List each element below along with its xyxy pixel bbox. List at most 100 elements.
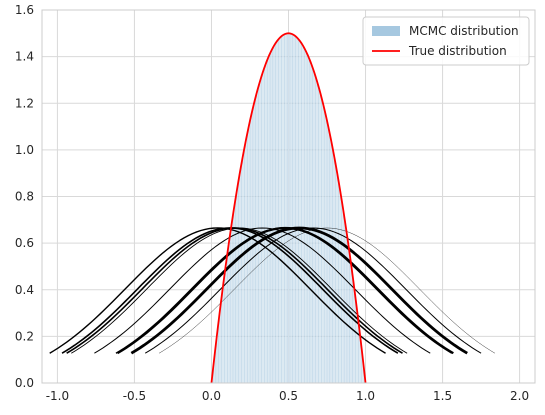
histogram-bar xyxy=(228,240,231,384)
histogram-bar xyxy=(271,48,274,384)
histogram-bar xyxy=(296,37,298,384)
histogram-bar xyxy=(266,58,269,384)
proposal-curve xyxy=(158,227,496,354)
x-tick-label: 1.0 xyxy=(356,389,375,403)
histogram-bar xyxy=(272,45,275,384)
y-tick-label: 0.6 xyxy=(15,236,34,250)
histogram-bar xyxy=(331,146,334,384)
histogram-bar xyxy=(309,62,312,384)
histogram-bar xyxy=(242,154,244,384)
histogram-bar xyxy=(334,163,337,384)
histogram-bar xyxy=(226,251,229,384)
proposal-curve xyxy=(66,227,403,354)
histogram-bar xyxy=(277,39,280,384)
histogram-bar xyxy=(285,33,288,384)
histogram-bar xyxy=(265,62,268,384)
y-tick-label: 1.2 xyxy=(15,96,34,110)
histogram-bar xyxy=(336,171,338,384)
x-axis-ticks: -1.0 -0.5 0.0 0.5 1.0 1.5 2.0 xyxy=(46,389,529,403)
histogram-bar xyxy=(239,171,241,384)
histogram-bar xyxy=(294,36,297,384)
legend: MCMC distribution True distribution xyxy=(362,16,530,66)
histogram-bar xyxy=(300,43,303,384)
histogram-bar xyxy=(220,297,223,384)
histogram-bar xyxy=(354,297,357,384)
histogram-bar xyxy=(225,262,228,384)
histogram-bar xyxy=(337,180,340,384)
histogram-bar xyxy=(325,117,328,384)
histogram-bar xyxy=(289,33,292,384)
proposal-curve xyxy=(115,227,453,354)
histogram-bar xyxy=(323,110,326,384)
histogram-bar xyxy=(328,131,331,384)
y-tick-label: 0.8 xyxy=(15,190,34,204)
histogram-bar xyxy=(291,34,294,384)
y-tick-label: 0.0 xyxy=(15,376,34,390)
y-tick-label: 1.0 xyxy=(15,143,34,157)
histogram-bar xyxy=(263,66,266,384)
histogram-bar xyxy=(303,48,306,384)
histogram-bar xyxy=(280,36,283,384)
legend-box xyxy=(362,16,530,66)
y-tick-label: 0.4 xyxy=(15,283,34,297)
histogram-bar xyxy=(317,86,320,384)
histogram-bar xyxy=(288,33,291,384)
histogram-bar xyxy=(313,71,315,384)
proposal-curve xyxy=(130,226,468,355)
histogram-bar xyxy=(256,91,258,384)
histogram-bar xyxy=(350,262,352,384)
histogram-bar xyxy=(246,131,249,384)
histogram-bar xyxy=(329,138,332,384)
legend-label-mcmc: MCMC distribution xyxy=(409,24,519,38)
legend-swatch-mcmc xyxy=(372,26,400,36)
histogram-bar xyxy=(345,229,348,384)
histogram-bar xyxy=(283,34,286,384)
histogram-bar xyxy=(282,34,285,384)
histogram-bar xyxy=(326,124,329,384)
histogram-bar xyxy=(299,41,301,384)
histogram-bar xyxy=(322,103,325,384)
x-tick-label: -0.5 xyxy=(123,389,146,403)
y-tick-label: 1.6 xyxy=(15,3,34,17)
histogram-bar xyxy=(276,41,278,384)
histogram-bar xyxy=(339,190,342,384)
plot-frame xyxy=(41,9,536,384)
proposal-curve xyxy=(94,227,431,354)
y-tick-label: 0.2 xyxy=(15,329,34,343)
histogram-bar xyxy=(248,124,251,384)
y-tick-label: 1.4 xyxy=(15,50,34,64)
histogram-bar xyxy=(274,43,277,384)
histogram-bar xyxy=(286,33,289,384)
histogram-bar xyxy=(302,45,305,384)
histogram-bar xyxy=(269,51,272,384)
x-tick-label: -1.0 xyxy=(46,389,69,403)
proposal-curve xyxy=(49,227,386,354)
histogram-bar xyxy=(306,55,309,384)
histogram-bar xyxy=(223,274,226,384)
histogram-bar xyxy=(305,51,308,384)
y-axis-ticks: 0.0 0.2 0.4 0.6 0.8 1.0 1.2 1.4 1.6 xyxy=(15,3,34,390)
proposal-curves xyxy=(49,226,496,355)
x-tick-label: 1.5 xyxy=(433,389,452,403)
histogram-bar xyxy=(245,138,248,384)
histogram-bar xyxy=(268,55,271,384)
histogram-bar xyxy=(353,285,355,384)
histogram-bar xyxy=(340,199,343,384)
x-tick-label: 0.5 xyxy=(279,389,298,403)
histogram-bar xyxy=(292,34,295,384)
histogram-bar xyxy=(249,117,252,384)
histogram-bar xyxy=(311,66,314,384)
histogram-bar xyxy=(240,163,243,384)
proposal-curve xyxy=(144,227,482,354)
histogram-bar xyxy=(237,180,240,384)
x-tick-label: 0.0 xyxy=(202,389,221,403)
histogram-bar xyxy=(297,39,300,384)
histogram-bar xyxy=(231,219,234,384)
x-tick-label: 2.0 xyxy=(510,389,529,403)
histogram-bar xyxy=(279,37,281,384)
histogram-bar xyxy=(262,71,264,384)
histogram-bar xyxy=(260,76,263,384)
histogram-bar xyxy=(308,58,311,384)
legend-label-true: True distribution xyxy=(408,44,507,58)
